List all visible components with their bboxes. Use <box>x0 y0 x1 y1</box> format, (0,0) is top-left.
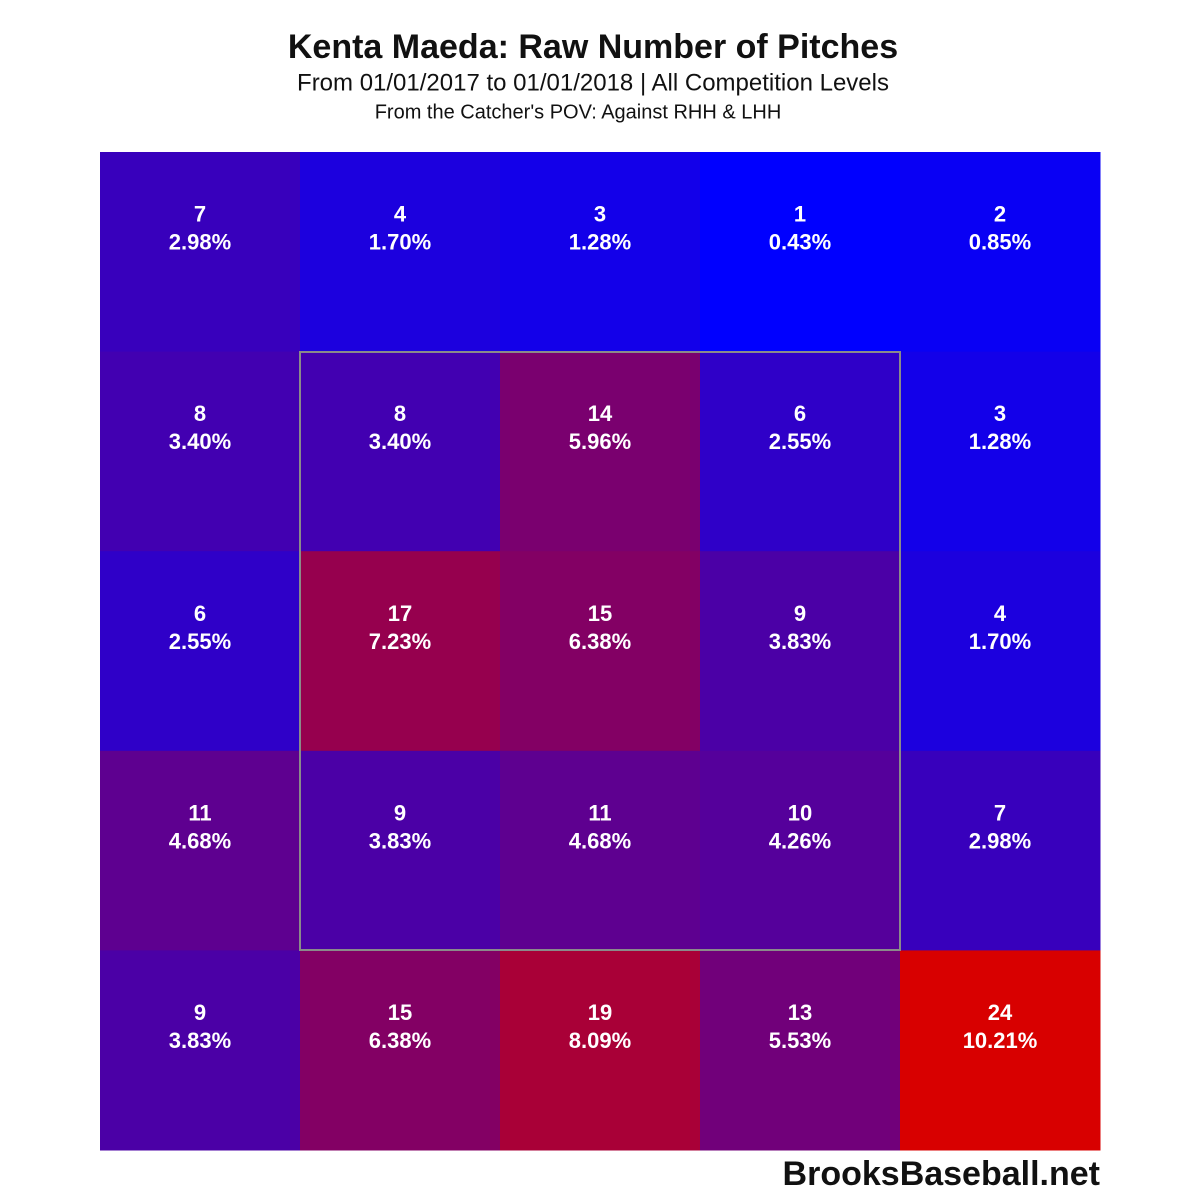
cell <box>900 750 1101 951</box>
cell <box>500 950 701 1151</box>
source: BrooksBaseball.net <box>783 1155 1100 1193</box>
cell-percent: 5.53% <box>769 1028 831 1053</box>
cell <box>300 152 501 353</box>
cell-percent: 2.98% <box>169 230 231 255</box>
cell-count: 8 <box>194 401 206 426</box>
cell-count: 7 <box>194 202 206 227</box>
cell <box>300 750 501 951</box>
cell-percent: 0.43% <box>769 230 831 255</box>
chart-subtitle: From 01/01/2017 to 01/01/2018 | All Comp… <box>297 69 889 96</box>
cell-count: 6 <box>794 401 806 426</box>
cell-count: 7 <box>994 800 1006 825</box>
chart-note: From the Catcher's POV: Against RHH & LH… <box>375 101 782 123</box>
cell <box>700 551 901 752</box>
cell-count: 14 <box>588 401 613 426</box>
cell-count: 3 <box>994 401 1006 426</box>
cell <box>500 152 701 353</box>
cell <box>900 152 1101 353</box>
cell-percent: 8.09% <box>569 1028 631 1053</box>
cell-count: 15 <box>388 1000 412 1025</box>
cell-count: 4 <box>994 601 1007 626</box>
cell <box>100 351 301 552</box>
cell-percent: 3.40% <box>169 429 231 454</box>
strike-zone <box>299 351 901 951</box>
cell-percent: 1.70% <box>369 230 431 255</box>
cell <box>100 551 301 752</box>
cell-count: 24 <box>988 1000 1013 1025</box>
cell-percent: 10.21% <box>963 1028 1038 1053</box>
cell <box>700 750 901 951</box>
cell-percent: 6.38% <box>569 629 631 654</box>
cell <box>700 152 901 353</box>
cell-count: 17 <box>388 601 412 626</box>
cell-count: 10 <box>788 800 812 825</box>
cell-count: 9 <box>394 800 406 825</box>
cell-count: 11 <box>188 800 211 825</box>
cell <box>900 351 1101 552</box>
cell-percent: 1.70% <box>969 629 1031 654</box>
cell <box>900 551 1101 752</box>
cell-percent: 2.55% <box>769 429 831 454</box>
chart-title: Kenta Maeda: Raw Number of Pitches <box>288 28 898 66</box>
cell-percent: 2.98% <box>969 828 1031 853</box>
cell-percent: 5.96% <box>569 429 631 454</box>
cell-percent: 3.83% <box>369 828 431 853</box>
cell-percent: 1.28% <box>969 429 1031 454</box>
cell-count: 3 <box>594 202 606 227</box>
cell <box>700 351 901 552</box>
grid: 7 2.98% 4 1.70% 3 1.28% 1 0.43% 2 0.85% 8 3.40% 8 3.4… <box>100 152 1101 1151</box>
cell-count: 8 <box>394 401 406 426</box>
cell-percent: 2.55% <box>169 629 231 654</box>
cell <box>300 351 501 552</box>
cell-percent: 4.26% <box>769 828 831 853</box>
cell-count: 4 <box>394 202 407 227</box>
cell-percent: 7.23% <box>369 629 431 654</box>
cell-percent: 4.68% <box>169 828 231 853</box>
cell-count: 11 <box>588 800 611 825</box>
cell-percent: 3.83% <box>769 629 831 654</box>
cell-count: 9 <box>194 1000 206 1025</box>
cell-percent: 3.40% <box>369 429 431 454</box>
cell-count: 1 <box>794 202 806 227</box>
cell <box>900 950 1101 1151</box>
cell-count: 19 <box>588 1000 612 1025</box>
cell-percent: 1.28% <box>569 230 631 255</box>
cell-count: 2 <box>994 202 1006 227</box>
cell <box>500 351 701 552</box>
cell <box>300 551 501 752</box>
cell <box>300 950 501 1151</box>
cell-percent: 6.38% <box>369 1028 431 1053</box>
cell-count: 9 <box>794 601 806 626</box>
cell <box>500 750 701 951</box>
cell <box>500 551 701 752</box>
cell-count: 6 <box>194 601 206 626</box>
cell-percent: 0.85% <box>969 230 1031 255</box>
cell <box>700 950 901 1151</box>
cell-count: 13 <box>788 1000 812 1025</box>
cell <box>100 950 301 1151</box>
cell <box>100 152 301 353</box>
cell-count: 15 <box>588 601 612 626</box>
cell-percent: 4.68% <box>569 828 631 853</box>
cell <box>100 750 301 951</box>
cell-percent: 3.83% <box>169 1028 231 1053</box>
